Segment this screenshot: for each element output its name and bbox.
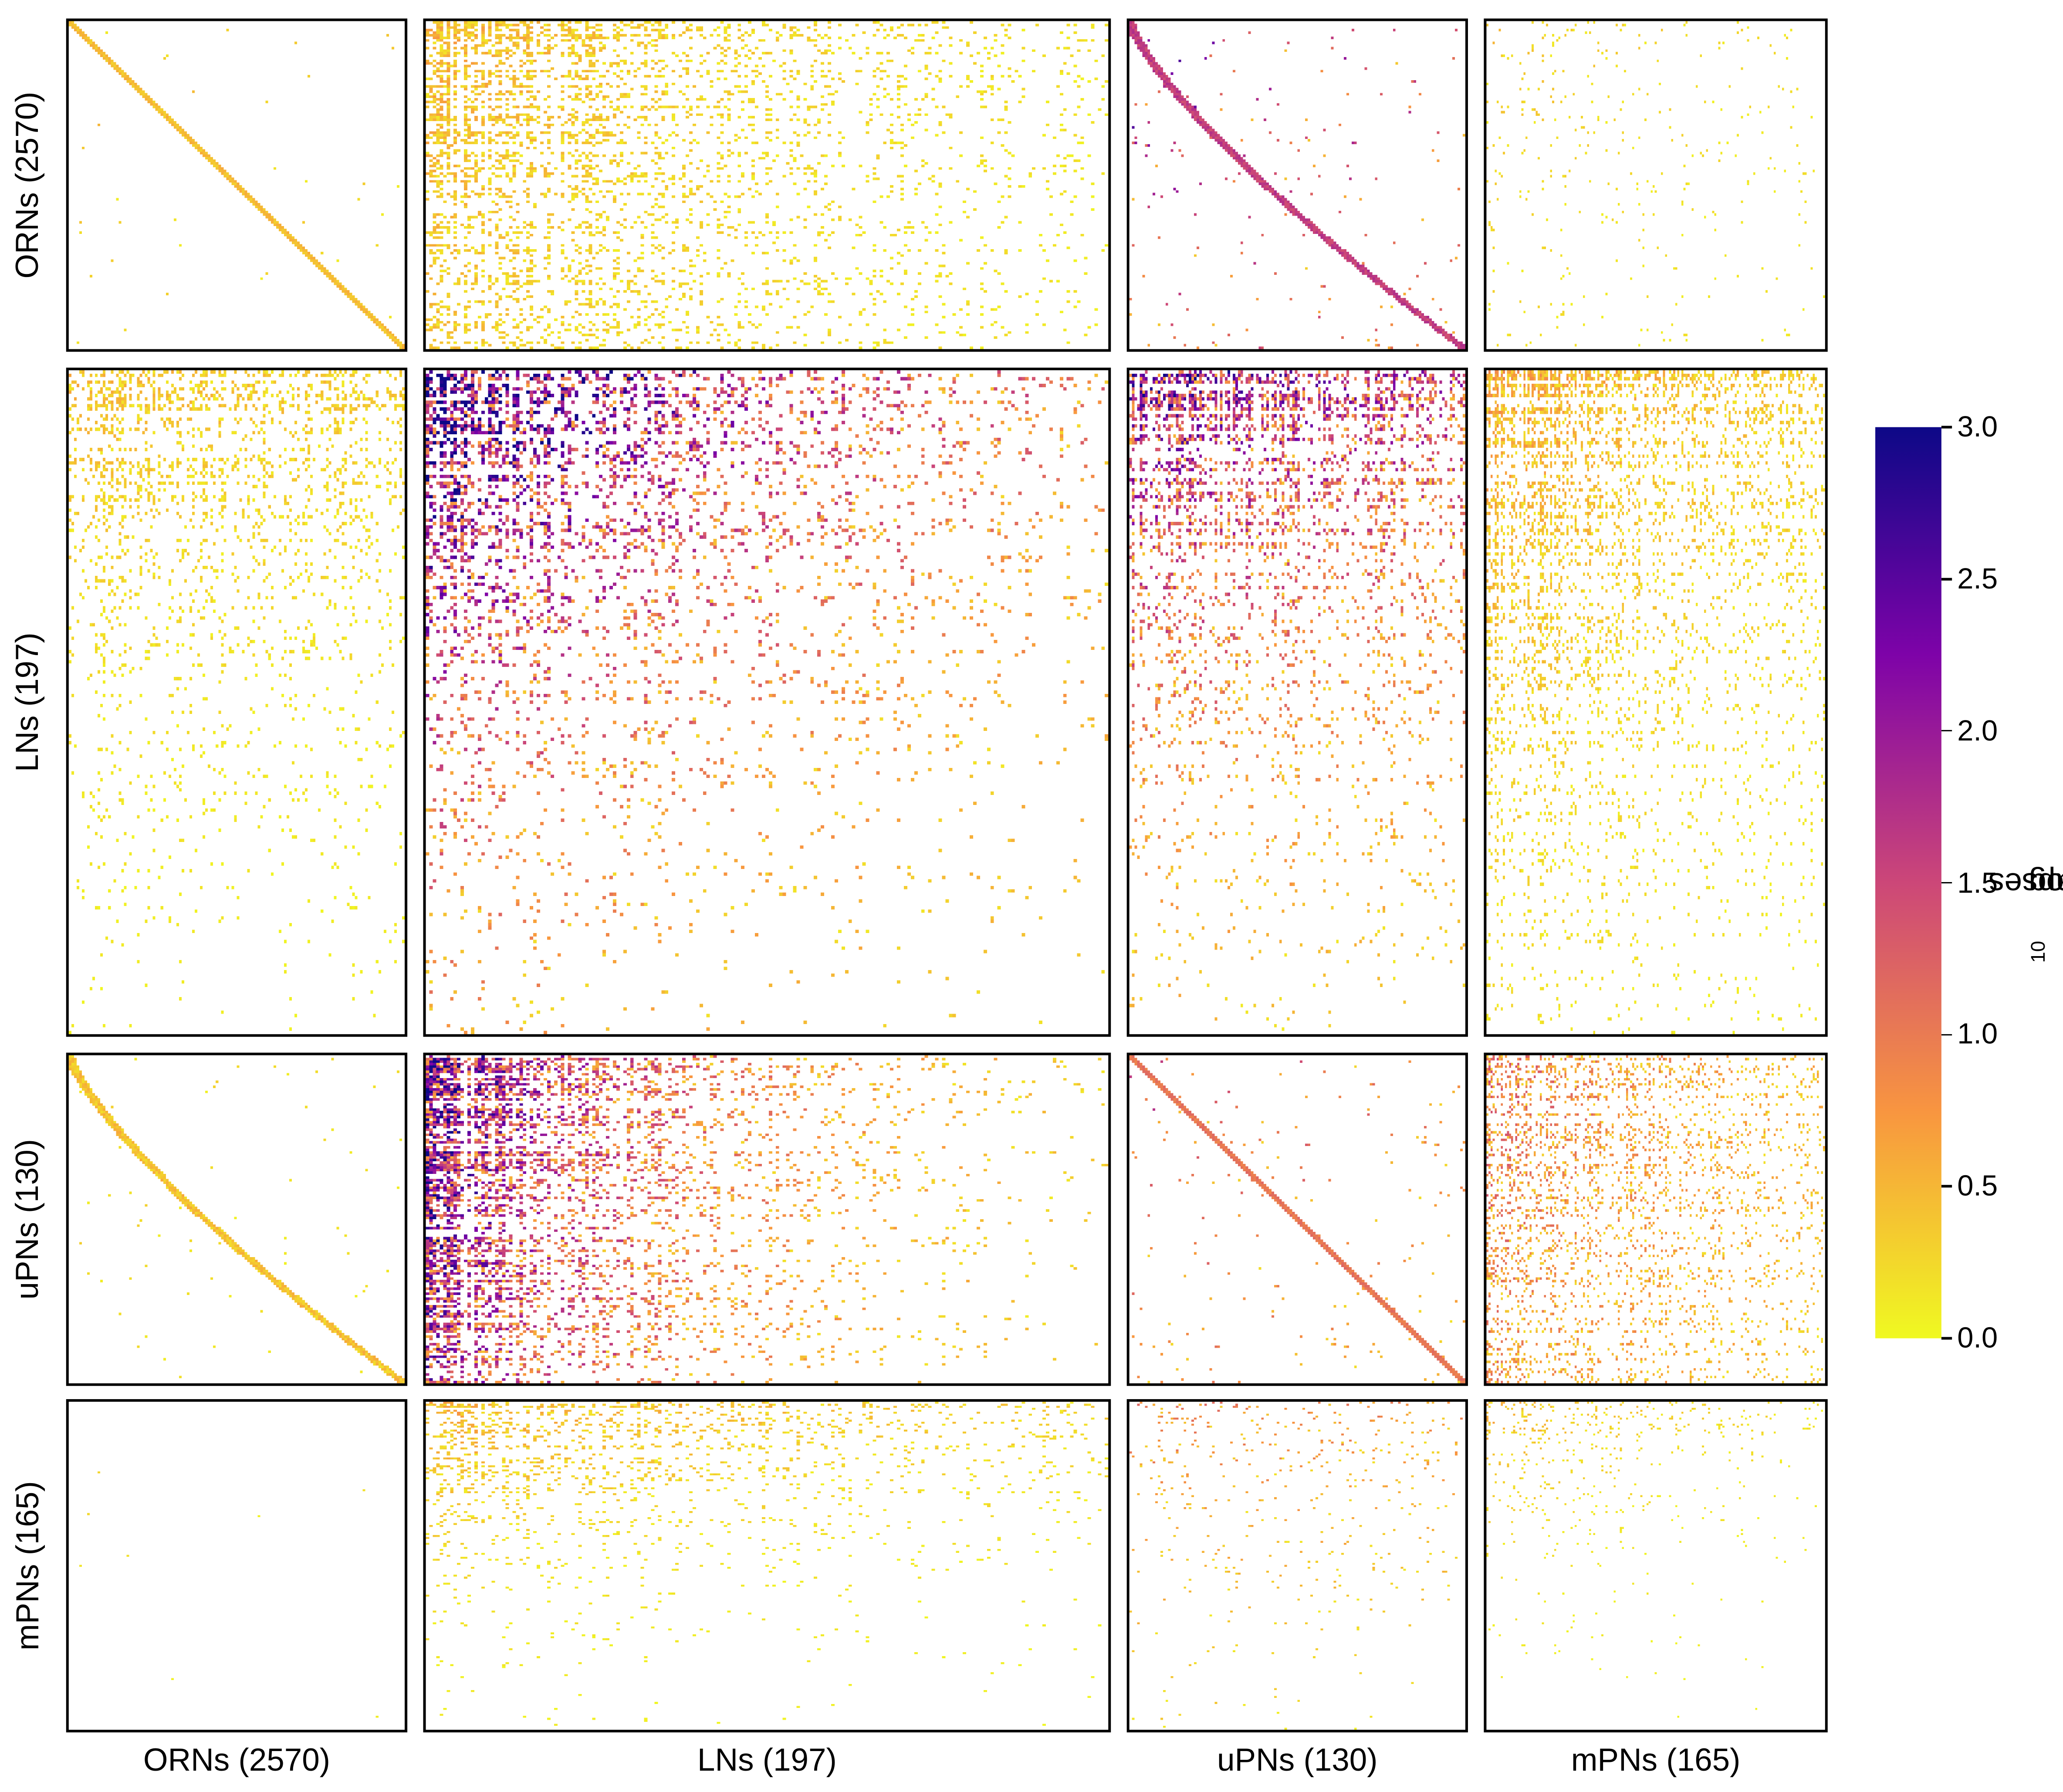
colorbar-tick — [1941, 730, 1952, 732]
heatmap-cells — [68, 21, 405, 349]
colorbar-tick-label: 2.0 — [1957, 713, 1998, 747]
heatmap-upns-to-orns — [66, 1052, 408, 1386]
heatmap-upns-to-lns — [423, 1052, 1111, 1386]
col-label-mpns: mPNs (165) — [1571, 1743, 1741, 1779]
colorbar-tick-label: 1.5 — [1957, 866, 1998, 899]
heatmap-upns-to-mpns — [1484, 1052, 1828, 1386]
row-label-lns: LNs (197) — [10, 632, 47, 772]
heatmap-cells — [426, 1055, 1109, 1383]
heatmap-lns-to-lns — [423, 368, 1111, 1037]
col-label-orns: ORNs (2570) — [143, 1743, 331, 1779]
heatmap-cells — [426, 21, 1109, 349]
colorbar-tick — [1941, 426, 1952, 428]
colorbar-label: log10 # synapses — [1989, 866, 2063, 963]
colorbar-tick — [1941, 882, 1952, 884]
heatmap-upns-to-upns — [1126, 1052, 1468, 1386]
colorbar-tick — [1941, 1185, 1952, 1188]
heatmap-cells — [1486, 1055, 1825, 1383]
heatmap-orns-to-orns — [66, 18, 408, 352]
colorbar-tick-label: 0.5 — [1957, 1169, 1998, 1203]
colorbar-tick-label: 0.0 — [1957, 1321, 1998, 1354]
heatmap-cells — [1486, 370, 1825, 1035]
heatmap-cells — [68, 370, 405, 1035]
colorbar-tick — [1941, 1337, 1952, 1339]
heatmap-cells — [1129, 370, 1465, 1035]
heatmap-lns-to-orns — [66, 368, 408, 1037]
colorbar-tick — [1941, 578, 1952, 580]
heatmap-cells — [68, 1402, 405, 1730]
col-label-lns: LNs (197) — [697, 1743, 837, 1779]
heatmap-cells — [1486, 1402, 1825, 1730]
heatmap-orns-to-lns — [423, 18, 1111, 352]
heatmap-cells — [1129, 21, 1465, 349]
row-label-orns: ORNs (2570) — [10, 91, 47, 279]
heatmap-cells — [1129, 1402, 1465, 1730]
heatmap-mpns-to-orns — [66, 1399, 408, 1733]
colorbar-tick-label: 3.0 — [1957, 410, 1998, 443]
heatmap-cells — [426, 1402, 1109, 1730]
row-label-mpns: mPNs (165) — [10, 1481, 47, 1650]
heatmap-cells — [426, 370, 1109, 1035]
heatmap-mpns-to-mpns — [1484, 1399, 1828, 1733]
colorbar-tick-label: 1.0 — [1957, 1017, 1998, 1051]
col-label-upns: uPNs (130) — [1217, 1743, 1378, 1779]
heatmap-cells — [68, 1055, 405, 1383]
heatmap-orns-to-upns — [1126, 18, 1468, 352]
colorbar-tick-label: 2.5 — [1957, 561, 1998, 595]
heatmap-cells — [1486, 21, 1825, 349]
colorbar — [1875, 427, 1941, 1339]
heatmap-lns-to-upns — [1126, 368, 1468, 1037]
heatmap-orns-to-mpns — [1484, 18, 1828, 352]
heatmap-lns-to-mpns — [1484, 368, 1828, 1037]
heatmap-mpns-to-upns — [1126, 1399, 1468, 1733]
colorbar-tick — [1941, 1033, 1952, 1036]
heatmap-cells — [1129, 1055, 1465, 1383]
row-label-upns: uPNs (130) — [10, 1139, 47, 1300]
heatmap-mpns-to-lns — [423, 1399, 1111, 1733]
